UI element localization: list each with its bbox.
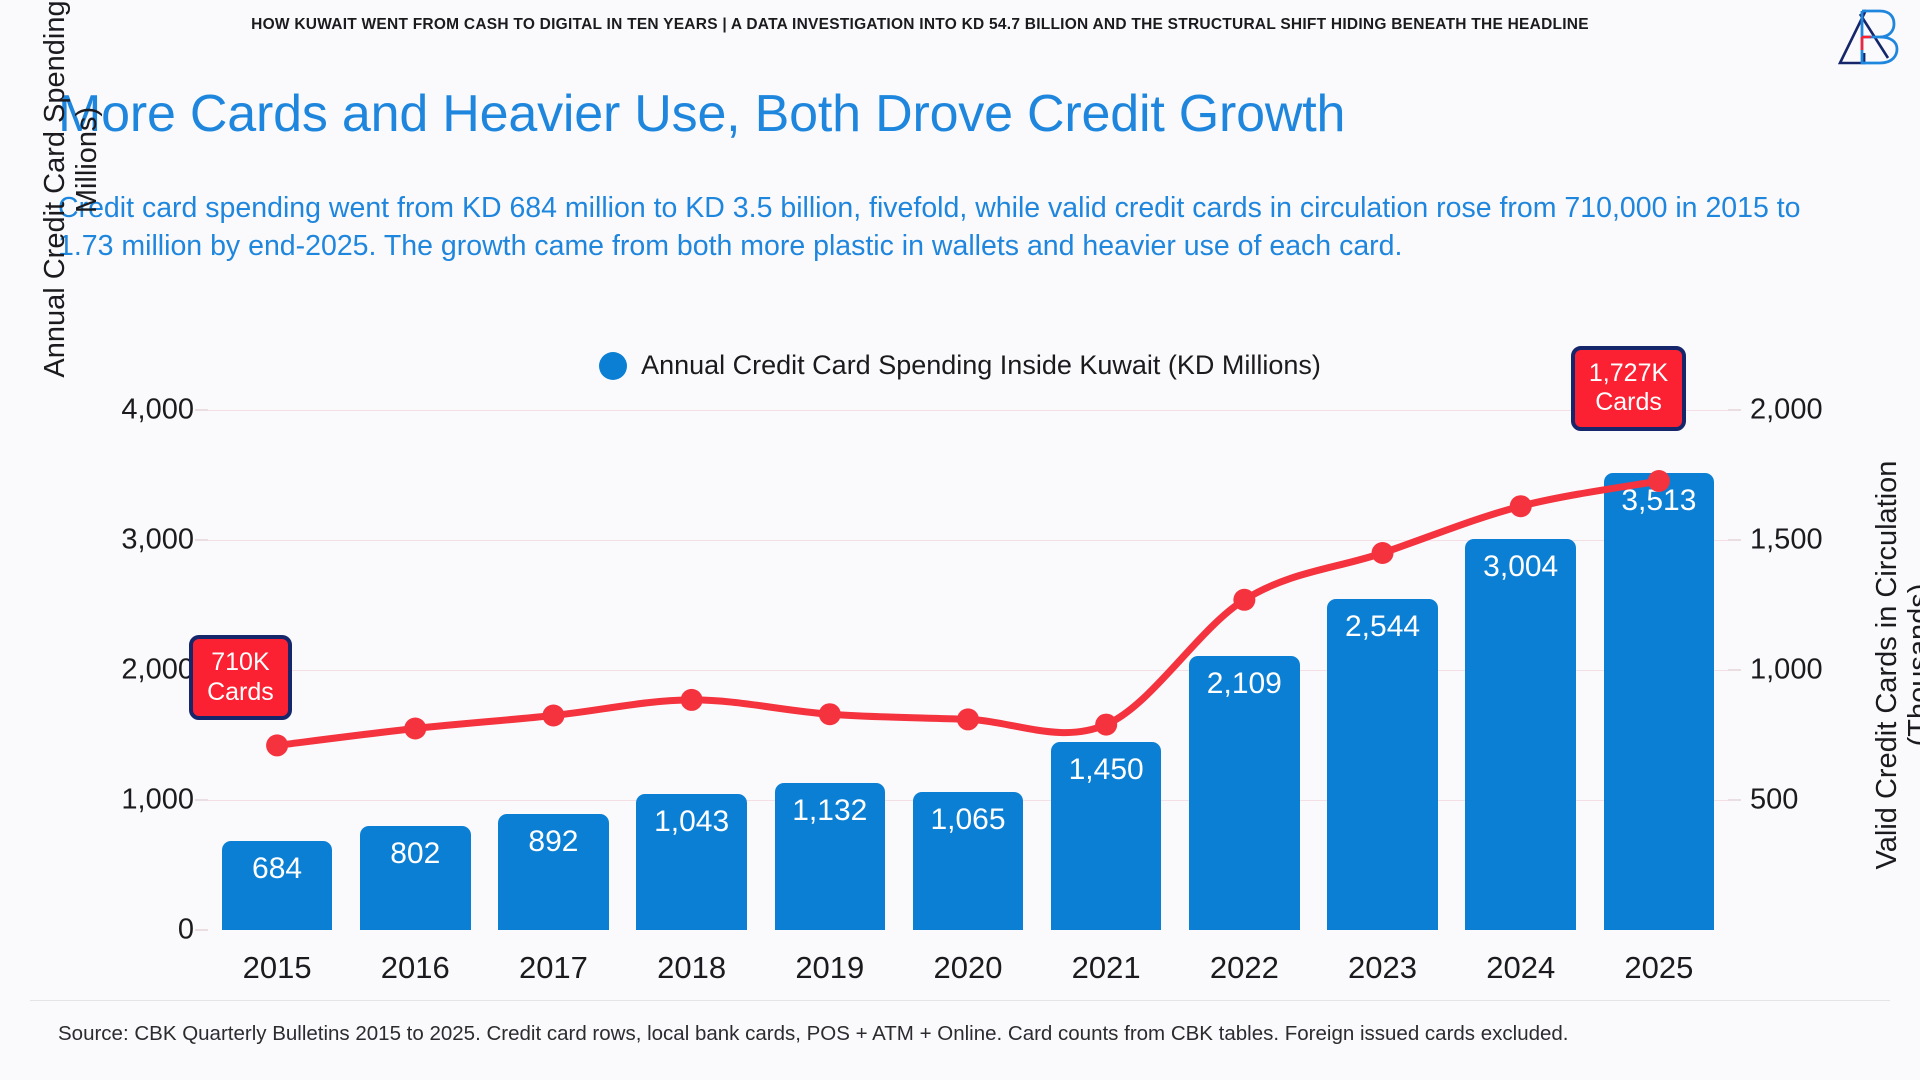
right-axis-tick-label: 500 xyxy=(1750,783,1799,816)
right-axis-title: Valid Credit Cards in Circulation (Thous… xyxy=(1870,460,1920,870)
ab-monogram-logo xyxy=(1830,6,1902,68)
callout-value: 1,727K xyxy=(1588,358,1669,387)
line-point-2025[interactable] xyxy=(1647,469,1670,492)
page-title: More Cards and Heavier Use, Both Drove C… xyxy=(58,85,1346,143)
right-axis-tick-label: 2,000 xyxy=(1750,393,1823,426)
callout-2015: 710K Cards xyxy=(189,635,292,721)
right-axis-tick-label: 1,000 xyxy=(1750,653,1823,686)
chart-canvas: 0 1,000 2,000 3,000 4,000 500 1,000 1,500 2,000 6… xyxy=(121,345,1823,985)
line-point-2018[interactable] xyxy=(680,688,703,711)
x-axis-tick-2025: 2025 xyxy=(1624,950,1694,985)
bar-2022[interactable]: 2,109 xyxy=(1189,655,1300,930)
x-axis-tick-2019: 2019 xyxy=(795,950,865,985)
footer-divider xyxy=(30,1000,1890,1001)
left-axis-tick-mark xyxy=(195,929,208,931)
line-point-2020[interactable] xyxy=(957,708,979,731)
legend-item-label: Annual Credit Card Spending Inside Kuwai… xyxy=(641,350,1321,380)
card-count-line-series xyxy=(266,469,1670,757)
line-point-2017[interactable] xyxy=(542,704,565,727)
x-axis-tick-2024: 2024 xyxy=(1486,950,1556,985)
right-axis-tick-mark xyxy=(1728,799,1741,801)
left-axis-tick-label: 2,000 xyxy=(121,653,194,686)
x-axis-tick-2020: 2020 xyxy=(933,950,1003,985)
callout-value: 710K xyxy=(211,648,270,677)
gridline xyxy=(208,410,1728,411)
bar-2024[interactable]: 3,004 xyxy=(1465,539,1576,930)
x-axis-tick-2018: 2018 xyxy=(657,950,727,985)
left-axis-title: Annual Credit Card Spending (KD Millions… xyxy=(38,0,103,378)
line-point-2022[interactable] xyxy=(1233,588,1256,611)
left-axis-tick-mark xyxy=(195,799,208,801)
left-axis-tick-label: 4,000 xyxy=(121,393,194,426)
line-point-2019[interactable] xyxy=(818,703,841,726)
callout-unit: Cards xyxy=(1595,388,1662,417)
callout-unit: Cards xyxy=(207,677,274,706)
kicker-headline: HOW KUWAIT WENT FROM CASH TO DIGITAL IN … xyxy=(251,16,1589,33)
x-axis-tick-2023: 2023 xyxy=(1348,950,1418,985)
left-axis-tick-mark xyxy=(195,409,208,411)
chart-plot-area: 0 1,000 2,000 3,000 4,000 500 1,000 1,500 2,000 6… xyxy=(121,345,1823,985)
right-axis-tick-mark xyxy=(1728,539,1741,541)
gridline xyxy=(208,670,1728,671)
right-axis-tick-mark xyxy=(1728,669,1741,671)
line-point-2021[interactable] xyxy=(1095,713,1118,736)
x-axis-tick-2021: 2021 xyxy=(1071,950,1141,985)
x-axis-tick-2017: 2017 xyxy=(518,950,588,985)
x-axis-tick-2015: 2015 xyxy=(242,950,312,985)
x-axis-tick-2016: 2016 xyxy=(380,950,450,985)
legend-circle-icon xyxy=(599,351,628,380)
line-point-2023[interactable] xyxy=(1371,542,1394,564)
left-axis-tick-label: 1,000 xyxy=(121,783,194,816)
page-deck: Credit card spending went from KD 684 mi… xyxy=(58,192,1801,262)
gridline xyxy=(208,540,1728,541)
line-point-2016[interactable] xyxy=(404,717,427,740)
right-axis-tick-label: 1,500 xyxy=(1750,523,1823,556)
left-axis-tick-label: 0 xyxy=(177,913,194,946)
callout-2025: 1,727K Cards xyxy=(1570,345,1687,431)
left-axis-tick-label: 3,000 xyxy=(121,523,194,556)
right-axis-tick-mark xyxy=(1728,409,1741,411)
bar-2025[interactable]: 3,513 xyxy=(1603,473,1715,930)
x-axis-tick-2022: 2022 xyxy=(1209,950,1279,985)
line-point-2024[interactable] xyxy=(1509,495,1532,518)
line-point-2015[interactable] xyxy=(266,734,289,757)
source-note: Source: CBK Quarterly Bulletins 2015 to … xyxy=(58,1022,1569,1045)
left-axis-tick-mark xyxy=(195,539,208,541)
chart-legend: Annual Credit Card Spending Inside Kuwai… xyxy=(0,350,1920,381)
